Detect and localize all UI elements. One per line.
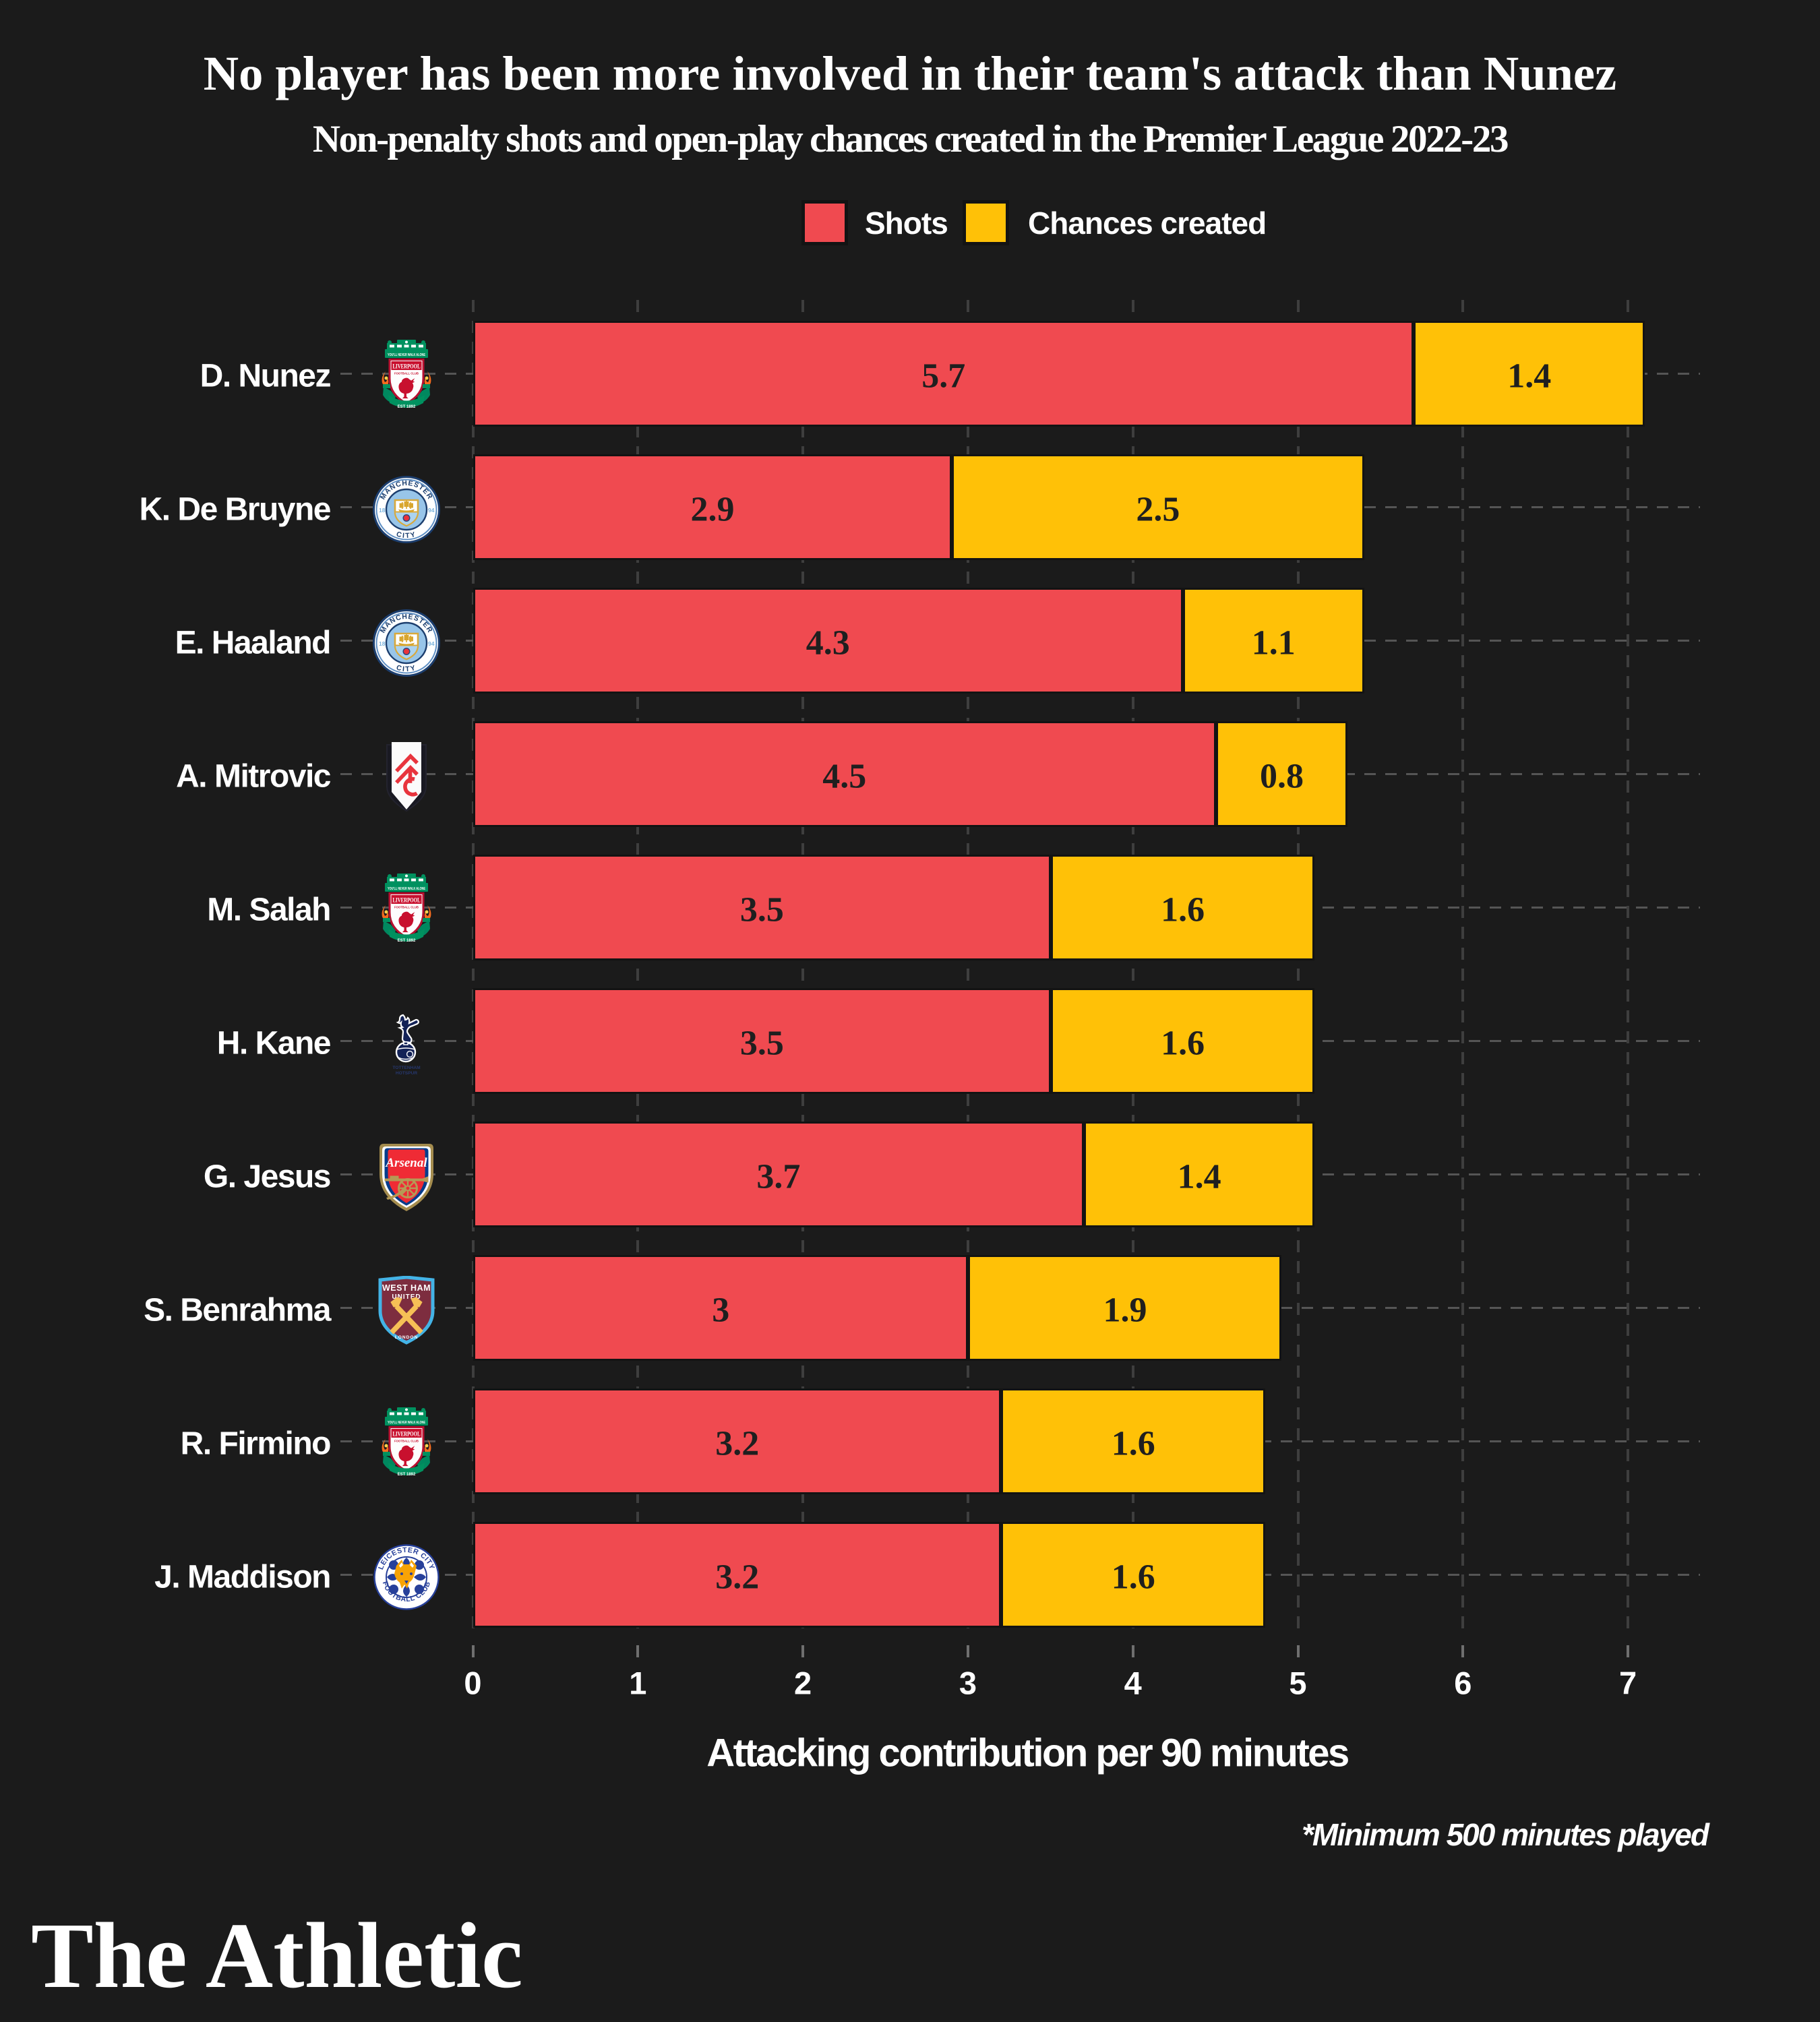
svg-text:LIVERPOOL: LIVERPOOL <box>393 897 421 904</box>
svg-text:18: 18 <box>379 507 386 514</box>
svg-text:Arsenal: Arsenal <box>385 1156 427 1170</box>
svg-text:FOOTBALL CLUB: FOOTBALL CLUB <box>394 1440 419 1444</box>
svg-text:94: 94 <box>428 640 435 647</box>
svg-text:CITY: CITY <box>396 530 418 541</box>
svg-text:YOU'LL NEVER WALK ALONE: YOU'LL NEVER WALK ALONE <box>388 1421 425 1425</box>
svg-text:FOOTBALL CLUB: FOOTBALL CLUB <box>394 372 419 376</box>
svg-text:LIVERPOOL: LIVERPOOL <box>393 363 421 370</box>
svg-text:YOU'LL NEVER WALK ALONE: YOU'LL NEVER WALK ALONE <box>388 353 425 357</box>
svg-text:LONDON: LONDON <box>395 1335 419 1340</box>
svg-text:94: 94 <box>428 507 435 514</box>
svg-text:TOTTENHAM: TOTTENHAM <box>392 1066 421 1070</box>
svg-text:WEST HAM: WEST HAM <box>382 1283 431 1293</box>
svg-text:EST 1892: EST 1892 <box>398 939 416 943</box>
svg-text:CITY: CITY <box>396 664 418 674</box>
svg-text:EST 1892: EST 1892 <box>398 1473 416 1477</box>
svg-text:YOU'LL NEVER WALK ALONE: YOU'LL NEVER WALK ALONE <box>388 887 425 891</box>
svg-text:UNITED: UNITED <box>392 1293 421 1301</box>
svg-text:LIVERPOOL: LIVERPOOL <box>393 1431 421 1438</box>
svg-text:18: 18 <box>379 640 386 647</box>
svg-text:EST 1892: EST 1892 <box>398 405 416 409</box>
svg-text:FOOTBALL CLUB: FOOTBALL CLUB <box>394 906 419 910</box>
svg-text:HOTSPUR: HOTSPUR <box>396 1071 417 1076</box>
